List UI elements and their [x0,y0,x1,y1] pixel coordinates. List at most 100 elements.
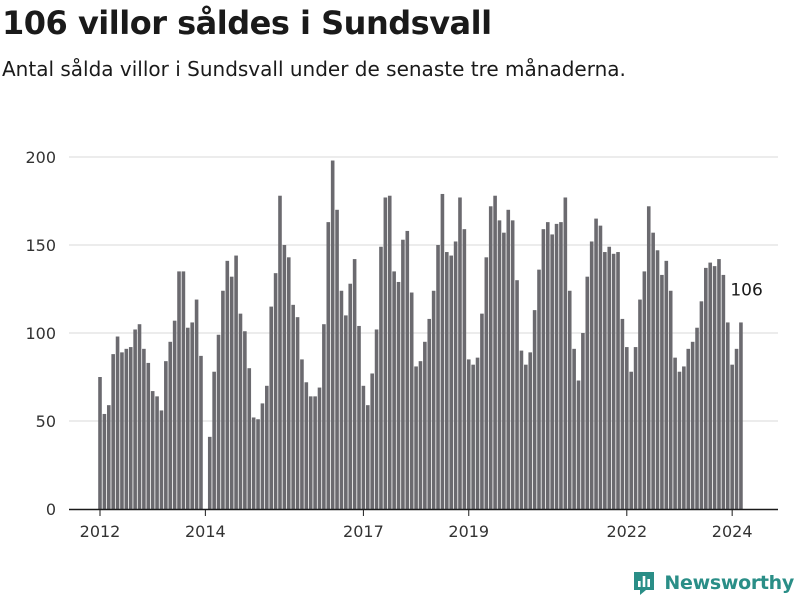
chart-subtitle: Antal sålda villor i Sundsvall under de … [2,57,626,81]
bar [234,255,238,509]
highlight-value-label: 106 [730,280,762,300]
bar [695,327,699,509]
bar [585,276,590,509]
x-tick-label: 2017 [343,522,384,541]
bar [207,436,212,509]
bar [510,220,515,510]
bar [664,260,669,509]
bar [480,313,484,509]
bar [739,322,743,509]
bar [730,364,734,509]
bar [673,357,677,509]
x-tick-label: 2014 [185,522,226,541]
bar [357,325,361,509]
bar [572,348,576,509]
bar [133,329,137,509]
bar [190,322,194,509]
brand-logo[interactable]: Newsworthy [632,568,794,598]
bar [488,206,493,509]
bar [682,366,686,509]
bar [225,260,230,509]
bar [401,239,405,509]
bar [106,405,111,509]
bar [545,222,550,509]
bar [164,361,168,509]
bar [642,271,647,509]
bar [515,280,519,509]
bar [229,276,234,509]
bar [300,359,304,509]
bar [431,290,436,509]
bar [589,241,594,510]
bar [717,259,721,509]
bar [172,320,177,509]
bar [668,290,673,509]
x-tick-label: 2022 [606,522,647,541]
bar [269,306,274,509]
bar [177,271,181,509]
bar [322,324,326,509]
bar [251,417,256,509]
bar [563,197,568,510]
bar [725,322,730,509]
x-axis-ticks: 2012 2014 2017 2019 2022 2024 [80,509,753,541]
bar [383,197,388,510]
bar [317,387,322,509]
bar [453,241,458,510]
bar [124,348,129,509]
bar [660,274,664,509]
y-tick-label: 0 [46,500,56,519]
bar [308,396,313,509]
bar [216,334,221,509]
y-tick-label: 50 [36,412,56,431]
bar [633,347,638,509]
bar [502,232,506,509]
bar [221,290,225,509]
bar [243,331,247,509]
bar [445,252,449,510]
bar [199,355,203,509]
bar [611,253,616,509]
bar [537,269,541,509]
bar [313,396,317,509]
y-tick-label: 100 [25,324,56,343]
bar [554,223,559,509]
bar [458,197,462,510]
bar [273,273,278,509]
bar [238,313,243,509]
bar [260,403,265,509]
bar [414,366,418,509]
bar [352,259,357,509]
bar [155,396,159,509]
bar [98,377,102,509]
bar [712,266,717,509]
bar [392,271,396,509]
bar [677,371,682,509]
bar [168,341,173,509]
bar [405,230,410,510]
bar [427,318,432,509]
bar [598,225,603,509]
bar [567,290,572,509]
y-tick-label: 150 [25,236,56,255]
bar [462,229,467,509]
bar [282,245,287,509]
bar [339,290,344,509]
bar [409,292,414,509]
bar [550,234,554,509]
bar [616,252,620,510]
bar [629,371,633,509]
bar [581,333,585,509]
bar [475,357,480,509]
bar [638,299,642,509]
bar [576,380,581,509]
bar [365,405,370,509]
bar [370,373,374,509]
bar [146,362,151,509]
bar [541,229,546,509]
bar [484,257,489,509]
bar [128,347,133,509]
bar [387,195,392,509]
bar [532,310,537,509]
